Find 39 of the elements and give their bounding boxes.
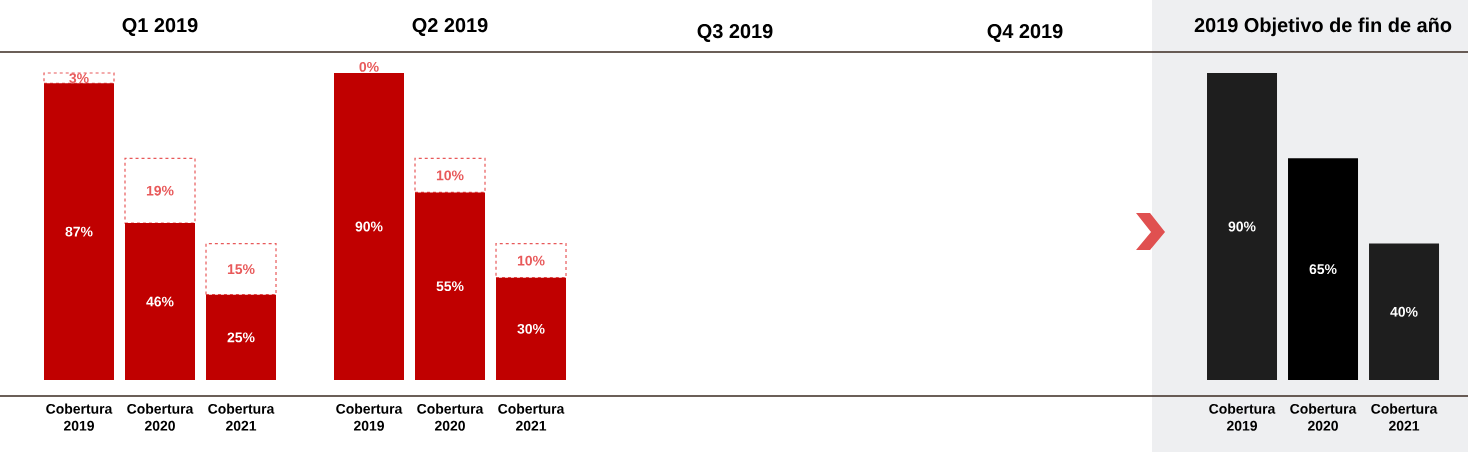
data-label: 10% — [517, 255, 545, 266]
x-tick-label: Cobertura 2019 — [336, 403, 403, 431]
data-label: 15% — [227, 264, 255, 275]
data-label: 10% — [436, 170, 464, 181]
x-tick-label: Cobertura 2020 — [417, 403, 484, 431]
bar — [334, 73, 404, 380]
data-label: 90% — [355, 221, 383, 232]
x-tick-label: Cobertura 2020 — [1290, 403, 1357, 431]
bar — [495, 242, 567, 279]
text: Q3 2019 — [697, 24, 773, 42]
x-tick-label: Cobertura 2019 — [46, 403, 113, 431]
data-label: 0% — [359, 61, 379, 72]
bar — [205, 242, 277, 296]
x-tick-label: Cobertura 2021 — [1371, 403, 1438, 431]
x-tick-label: Cobertura 2021 — [498, 403, 565, 431]
data-label: 40% — [1390, 306, 1418, 317]
bar — [414, 157, 486, 193]
data-label: 90% — [1228, 221, 1256, 232]
text: Q4 2019 — [987, 24, 1063, 42]
bar — [496, 277, 567, 380]
data-label: 19% — [146, 185, 174, 196]
chart-title: Q1 2019 — [122, 18, 198, 36]
data-label: 87% — [65, 226, 93, 237]
x-tick-label: Cobertura 2020 — [127, 403, 194, 431]
bar — [44, 83, 114, 380]
bar — [125, 223, 195, 380]
chart-title: 2019 Objetivo de fin de año — [1194, 17, 1452, 37]
bar — [415, 192, 486, 380]
x-tick-label: Cobertura 2019 — [1209, 403, 1276, 431]
chart-title: Q2 2019 — [412, 18, 488, 36]
bar — [206, 294, 277, 380]
data-label: 30% — [517, 323, 545, 334]
data-label: 46% — [146, 296, 174, 307]
data-label: 3% — [69, 73, 89, 84]
x-tick-label: Cobertura 2021 — [208, 403, 275, 431]
data-label: 65% — [1309, 264, 1337, 275]
data-label: 55% — [436, 281, 464, 292]
data-label: 25% — [227, 332, 255, 343]
bar — [124, 157, 196, 224]
